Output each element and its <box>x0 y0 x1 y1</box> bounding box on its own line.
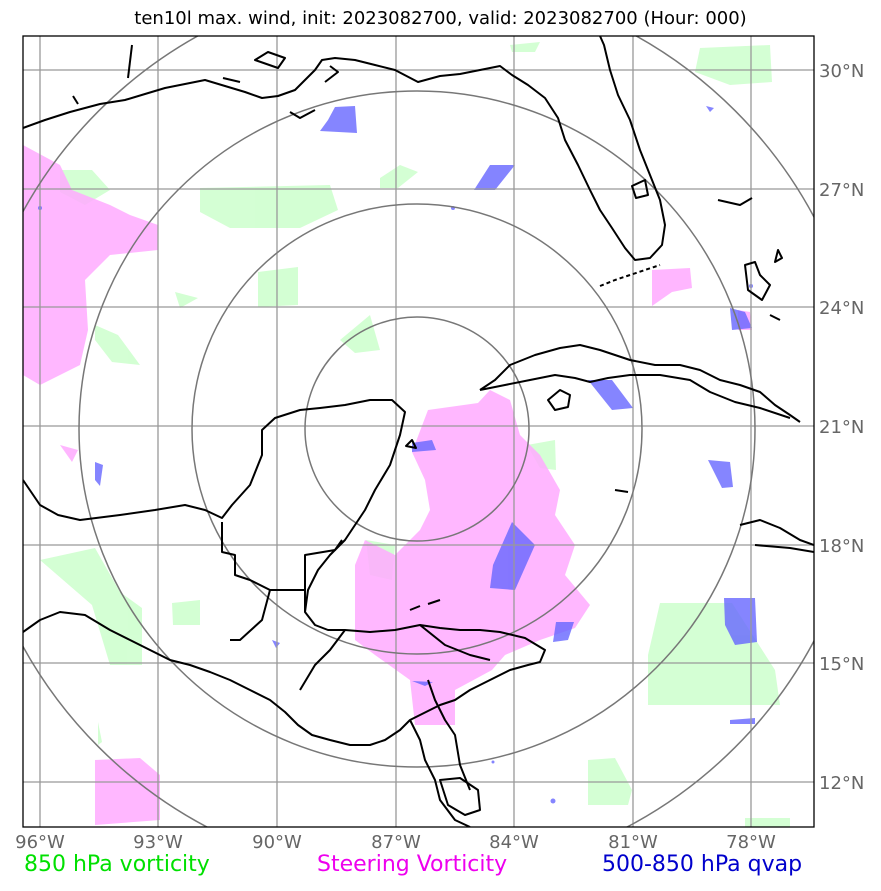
lon-tick-90w: 90°W <box>252 832 302 853</box>
coastlines <box>23 36 814 827</box>
legend-850hpa-vorticity: 850 hPa vorticity <box>24 852 210 877</box>
range-rings <box>23 36 814 827</box>
lon-tick-96w: 96°W <box>15 832 65 853</box>
qvap-shading <box>38 106 757 804</box>
lat-tick-30n: 30°N <box>819 61 864 82</box>
lat-tick-21n: 21°N <box>819 417 864 438</box>
lon-tick-87w: 87°W <box>371 832 421 853</box>
lat-tick-18n: 18°N <box>819 536 864 557</box>
map-frame <box>22 35 815 828</box>
lon-tick-81w: 81°W <box>608 832 658 853</box>
lon-tick-78w: 78°W <box>726 832 776 853</box>
latitude-tick-labels: 30°N 27°N 24°N 21°N 18°N 15°N 12°N <box>819 61 864 794</box>
legend-steering-vorticity: Steering Vorticity <box>317 852 508 877</box>
lat-tick-12n: 12°N <box>819 773 864 794</box>
lat-tick-27n: 27°N <box>819 180 864 201</box>
graticule <box>23 36 814 827</box>
legend-qvap: 500-850 hPa qvap <box>602 852 803 877</box>
lat-tick-15n: 15°N <box>819 654 864 675</box>
lon-tick-84w: 84°W <box>489 832 539 853</box>
longitude-tick-labels: 96°W 93°W 90°W 87°W 84°W 81°W 78°W <box>15 832 776 853</box>
map-title: ten10l max. wind, init: 2023082700, vali… <box>134 8 747 29</box>
lon-tick-93w: 93°W <box>133 832 183 853</box>
lat-tick-24n: 24°N <box>819 298 864 319</box>
